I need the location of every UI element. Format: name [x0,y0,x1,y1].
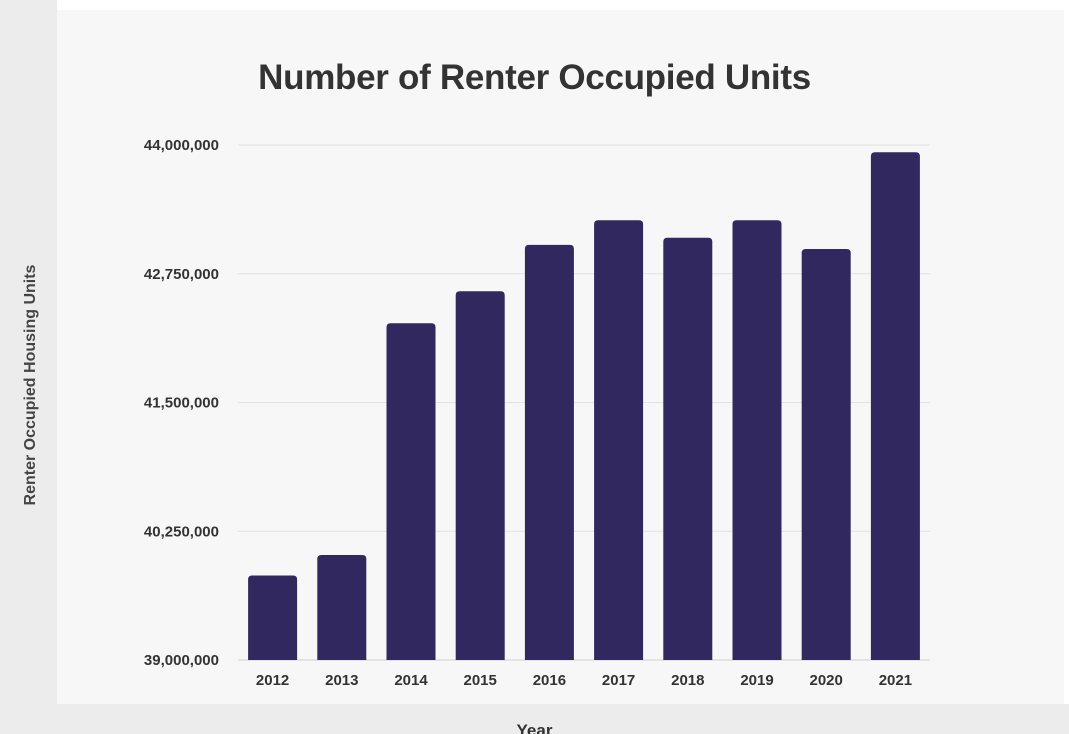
bar-2019 [732,220,782,660]
bar-2014 [386,323,436,660]
y-tick-label: 42,750,000 [144,266,219,283]
x-tick-label: 2013 [325,672,358,689]
x-tick-labels: 2012 2013 2014 2015 2016 2017 2018 2019 2020 2021 [256,672,912,689]
bar-2018 [663,237,713,660]
x-tick-label: 2015 [464,672,497,689]
bars [248,152,920,660]
x-tick-label: 2020 [810,672,843,689]
bar-2016 [524,244,574,660]
bar-2015 [455,291,505,660]
x-tick-label: 2017 [602,672,635,689]
bar-2013 [317,554,367,660]
bar-2020 [801,249,851,660]
x-tick-label: 2012 [256,672,289,689]
y-tick-label: 39,000,000 [144,652,219,669]
bar-2017 [594,220,644,660]
bottom-band [57,704,1069,734]
y-tick-label: 44,000,000 [144,137,219,154]
bar-2012 [248,575,298,660]
y-tick-label: 40,250,000 [144,523,219,540]
x-tick-label: 2018 [671,672,704,689]
x-axis-label: Year [516,721,553,734]
x-tick-label: 2016 [533,672,566,689]
bar-2021 [870,152,920,660]
x-tick-label: 2019 [740,672,773,689]
chart-title: Number of Renter Occupied Units [258,58,811,97]
y-tick-labels: 39,000,000 40,250,000 41,500,000 42,750,000… [144,137,219,669]
left-band [0,0,57,734]
x-tick-label: 2014 [394,672,428,689]
x-tick-label: 2021 [879,672,912,689]
y-tick-label: 41,500,000 [144,395,219,412]
